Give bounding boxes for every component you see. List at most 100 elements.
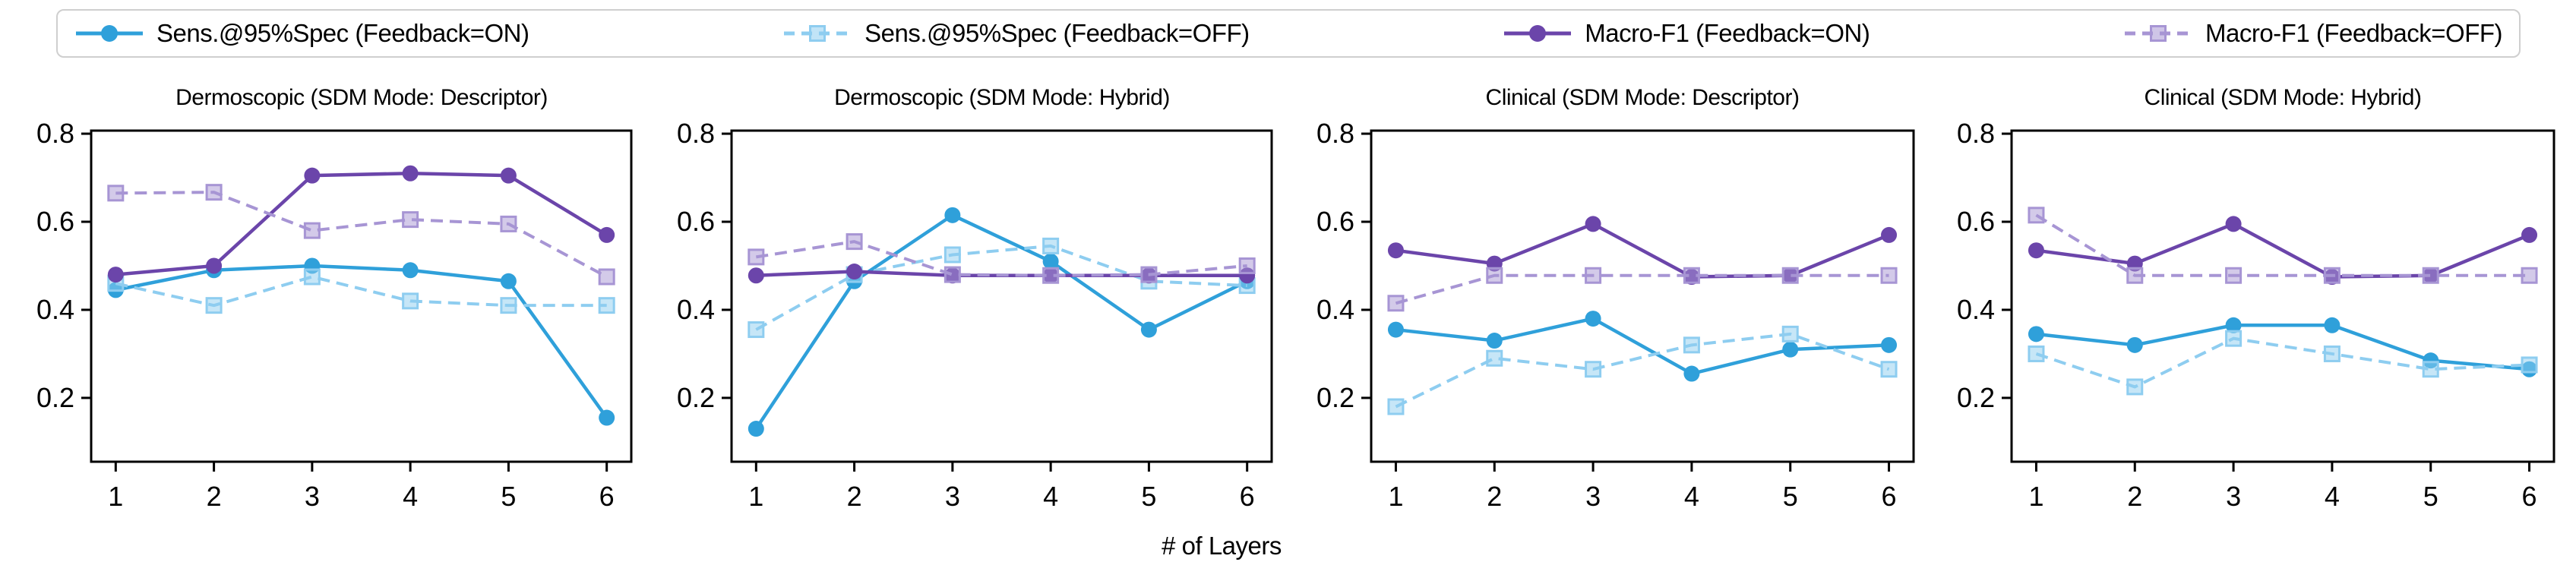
x-tick-label: 4 [2325, 481, 2340, 512]
data-point-marker [402, 211, 419, 229]
y-tick-label: 0.2 [1957, 382, 1995, 413]
subplot-3: 0.2 0.4 0.6 0.8 1 2 3 4 5 6 [1957, 118, 2555, 512]
series-line [1395, 317, 1889, 376]
y-tick-label: 0.2 [677, 382, 715, 413]
data-point-marker [2323, 345, 2341, 362]
data-point-marker [748, 267, 764, 284]
x-tick-label: 4 [1684, 481, 1699, 512]
y-tick-label: 0.6 [36, 206, 74, 237]
data-point-marker [1781, 325, 1799, 343]
data-point-marker [1387, 295, 1405, 312]
data-point-marker [599, 409, 615, 426]
data-point-marker [205, 184, 223, 201]
data-point-marker [2422, 361, 2439, 378]
x-tick-label: 6 [1882, 481, 1897, 512]
x-tick-label: 2 [2127, 481, 2142, 512]
data-point-marker [2422, 267, 2439, 284]
legend-marker-sens-on-icon [76, 25, 143, 42]
legend-square-marker [809, 25, 827, 42]
data-point-marker [2028, 326, 2044, 343]
y-tick-label: 0.8 [36, 118, 74, 149]
x-tick-label: 2 [1487, 481, 1502, 512]
data-point-marker [845, 233, 863, 251]
data-point-marker [402, 292, 419, 310]
data-point-marker [303, 222, 321, 239]
data-point-marker [943, 266, 961, 283]
data-point-marker [1880, 361, 1898, 378]
series-line [754, 213, 1248, 430]
data-point-marker [1781, 267, 1799, 284]
data-point-marker [2324, 317, 2341, 333]
data-point-marker [1486, 333, 1503, 349]
legend-marker-macro-off-icon [2124, 25, 2192, 42]
data-point-marker [598, 268, 615, 286]
x-tick-label: 6 [1240, 481, 1255, 512]
chart-legend: Sens.@95%Spec (Feedback=ON) Sens.@95%Spe… [56, 9, 2521, 58]
y-tick-label: 0.8 [677, 118, 715, 149]
data-point-marker [598, 297, 615, 314]
x-tick-label: 4 [403, 481, 418, 512]
subplot-title-clinical-hybrid: Clinical (SDM Mode: Hybrid) [2144, 85, 2422, 110]
subplot-title-dermoscopic-descriptor: Dermoscopic (SDM Mode: Descriptor) [175, 85, 548, 110]
data-point-marker [402, 262, 419, 279]
x-tick-label: 6 [599, 481, 615, 512]
data-point-marker [2225, 216, 2242, 232]
data-point-marker [1238, 257, 1256, 274]
y-tick-label: 0.8 [1316, 118, 1354, 149]
x-tick-label: 3 [1585, 481, 1601, 512]
data-point-marker [2225, 317, 2242, 333]
subplot-title-dermoscopic-hybrid: Dermoscopic (SDM Mode: Hybrid) [834, 85, 1170, 110]
x-tick-label: 4 [1043, 481, 1058, 512]
x-tick-label: 5 [1141, 481, 1156, 512]
x-tick-label: 1 [2028, 481, 2043, 512]
y-tick-label: 0.2 [1316, 382, 1354, 413]
axes-frame [90, 129, 633, 463]
data-point-marker [206, 257, 223, 274]
series-line [115, 191, 608, 279]
legend-item-macro-on: Macro-F1 (Feedback=ON) [1503, 19, 1870, 48]
data-point-marker [2323, 267, 2341, 284]
legend-label: Macro-F1 (Feedback=OFF) [2205, 19, 2503, 47]
x-tick-label: 5 [1783, 481, 1798, 512]
data-point-marker [1140, 266, 1158, 283]
data-point-marker [1585, 311, 1601, 327]
x-tick-label: 2 [847, 481, 862, 512]
y-tick-label: 0.6 [1316, 206, 1354, 237]
data-point-marker [846, 264, 863, 280]
data-point-marker [1042, 253, 1059, 270]
x-tick-label: 6 [2522, 481, 2537, 512]
data-point-marker [1486, 267, 1503, 284]
x-tick-label: 1 [748, 481, 763, 512]
y-tick-label: 0.6 [677, 206, 715, 237]
data-point-marker [500, 215, 517, 232]
data-point-marker [1140, 321, 1157, 338]
data-point-marker [943, 246, 961, 264]
legend-circle-marker [101, 25, 118, 42]
legend-circle-marker [1529, 25, 1547, 42]
data-point-marker [1387, 321, 1404, 338]
data-point-marker [402, 165, 419, 182]
data-point-marker [2126, 336, 2143, 353]
legend-item-macro-off: Macro-F1 (Feedback=OFF) [2123, 19, 2503, 48]
data-point-marker [1880, 267, 1898, 284]
data-point-marker [2028, 242, 2044, 259]
series-line [2035, 336, 2530, 389]
x-tick-label: 3 [305, 481, 320, 512]
data-point-marker [303, 268, 321, 286]
data-point-marker [944, 207, 961, 223]
legend-label: Sens.@95%Spec (Feedback=ON) [156, 19, 529, 47]
x-tick-label: 5 [2423, 481, 2439, 512]
data-point-marker [2225, 330, 2243, 347]
data-point-marker [2126, 378, 2144, 396]
data-point-marker [2028, 345, 2045, 362]
data-point-marker [1683, 336, 1700, 354]
data-point-marker [2521, 356, 2538, 374]
y-tick-label: 0.4 [677, 294, 715, 325]
data-point-marker [748, 421, 764, 437]
x-tick-label: 5 [501, 481, 516, 512]
data-point-marker [1042, 237, 1060, 254]
data-point-marker [500, 273, 517, 289]
data-point-marker [2126, 267, 2144, 284]
data-point-marker [2225, 267, 2243, 284]
